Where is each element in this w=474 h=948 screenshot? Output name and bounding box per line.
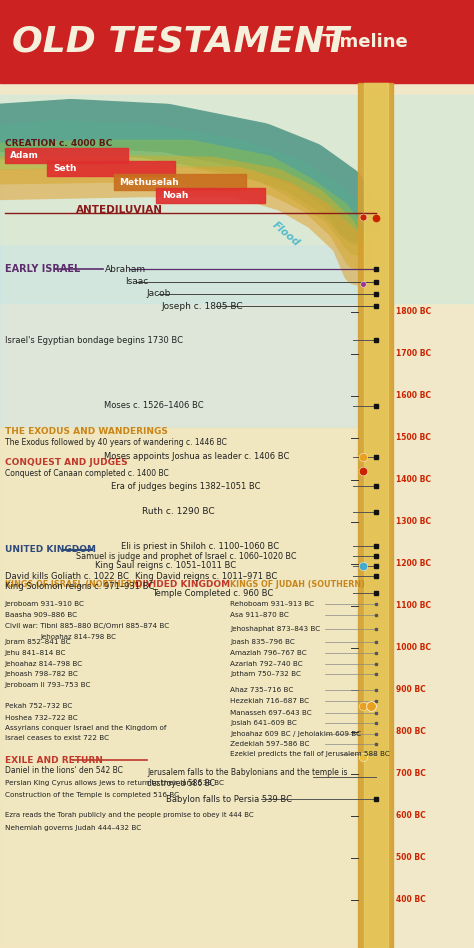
Bar	[0, 427, 356, 948]
Text: CREATION c. 4000 BC: CREATION c. 4000 BC	[5, 138, 112, 148]
Text: 1300 BC: 1300 BC	[396, 518, 431, 526]
Bar	[114, 174, 246, 190]
Text: EARLY ISRAEL: EARLY ISRAEL	[5, 264, 80, 274]
Text: Isaac: Isaac	[126, 277, 149, 286]
Text: Baasha 909–886 BC: Baasha 909–886 BC	[5, 612, 77, 618]
Text: The Exodus followed by 40 years of wandering c. 1446 BC: The Exodus followed by 40 years of wande…	[5, 438, 227, 447]
Text: Joseph c. 1805 BC: Joseph c. 1805 BC	[161, 301, 243, 311]
Text: Era of judges begins 1382–1051 BC: Era of judges begins 1382–1051 BC	[111, 482, 261, 491]
Text: KINGS OF JUDAH (SOUTHERN): KINGS OF JUDAH (SOUTHERN)	[230, 580, 365, 590]
Text: Abraham: Abraham	[105, 264, 146, 274]
Text: ANTEDILUVIAN: ANTEDILUVIAN	[76, 206, 163, 215]
Text: Jacob: Jacob	[146, 289, 170, 299]
Text: Jehoahaz 814–798 BC: Jehoahaz 814–798 BC	[5, 661, 83, 666]
Text: Jeroboam 931–910 BC: Jeroboam 931–910 BC	[5, 601, 85, 607]
Text: Jehoahaz 609 BC / Jehoiakim 609 BC: Jehoahaz 609 BC / Jehoiakim 609 BC	[230, 731, 361, 737]
Text: Jehoshaphat 873–843 BC: Jehoshaphat 873–843 BC	[230, 626, 320, 631]
Text: Nehemiah governs Judah 444–432 BC: Nehemiah governs Judah 444–432 BC	[5, 825, 141, 830]
Text: Joram 852–841 BC: Joram 852–841 BC	[5, 639, 72, 645]
Text: King Solomon reigns c. 971–931 BC: King Solomon reigns c. 971–931 BC	[5, 582, 154, 592]
Text: Jerusalem falls to the Babylonians and the temple is: Jerusalem falls to the Babylonians and t…	[147, 768, 347, 777]
Bar	[47, 161, 175, 176]
Text: Zedekiah 597–586 BC: Zedekiah 597–586 BC	[230, 741, 310, 747]
Text: Civil war: Tibni 885–880 BC/Omri 885–874 BC: Civil war: Tibni 885–880 BC/Omri 885–874…	[5, 623, 169, 629]
Text: Israel's Egyptian bondage begins 1730 BC: Israel's Egyptian bondage begins 1730 BC	[5, 336, 183, 345]
Text: 1700 BC: 1700 BC	[396, 350, 431, 358]
Text: 600 BC: 600 BC	[396, 811, 426, 820]
Text: Jehoahaz 814–798 BC: Jehoahaz 814–798 BC	[40, 634, 116, 640]
Text: UNITED KINGDOM: UNITED KINGDOM	[5, 545, 96, 555]
Text: Timeline: Timeline	[322, 33, 409, 50]
Text: Adam: Adam	[10, 151, 39, 160]
Text: Persian King Cyrus allows Jews to return to their land 538 BC: Persian King Cyrus allows Jews to return…	[5, 780, 224, 786]
Text: Rehoboam 931–913 BC: Rehoboam 931–913 BC	[230, 601, 314, 607]
Text: DIVIDED KINGDOM: DIVIDED KINGDOM	[135, 580, 230, 590]
Text: EXILE AND RETURN: EXILE AND RETURN	[5, 756, 102, 765]
Text: 1400 BC: 1400 BC	[396, 475, 431, 484]
Text: THE EXODUS AND WANDERINGS: THE EXODUS AND WANDERINGS	[5, 427, 168, 436]
Text: 700 BC: 700 BC	[396, 769, 426, 778]
Text: Israel ceases to exist 722 BC: Israel ceases to exist 722 BC	[5, 736, 109, 741]
Text: Daniel in the lions' den 542 BC: Daniel in the lions' den 542 BC	[5, 766, 123, 775]
Text: Ezra reads the Torah publicly and the people promise to obey it 444 BC: Ezra reads the Torah publicly and the pe…	[5, 812, 254, 818]
Text: Jehoash 798–782 BC: Jehoash 798–782 BC	[5, 671, 79, 677]
Text: Assyrians conquer Israel and the Kingdom of: Assyrians conquer Israel and the Kingdom…	[5, 725, 166, 731]
Text: Conquest of Canaan completed c. 1400 BC: Conquest of Canaan completed c. 1400 BC	[5, 469, 168, 479]
Text: Noah: Noah	[162, 191, 189, 200]
Text: Pekah 752–732 BC: Pekah 752–732 BC	[5, 703, 72, 709]
Text: Methuselah: Methuselah	[119, 177, 179, 187]
Text: Manasseh 697–643 BC: Manasseh 697–643 BC	[230, 710, 311, 716]
Text: Joash 835–796 BC: Joash 835–796 BC	[230, 639, 295, 645]
Text: Hezekiah 716–687 BC: Hezekiah 716–687 BC	[230, 698, 309, 703]
Text: Moses c. 1526–1406 BC: Moses c. 1526–1406 BC	[104, 401, 204, 410]
Text: King David reigns c. 1011–971 BC: King David reigns c. 1011–971 BC	[135, 572, 277, 581]
Text: CONQUEST AND JUDGES: CONQUEST AND JUDGES	[5, 458, 128, 467]
Text: 1600 BC: 1600 BC	[396, 392, 431, 400]
Text: Temple Completed c. 960 BC: Temple Completed c. 960 BC	[152, 589, 273, 598]
Bar	[5, 148, 128, 163]
Text: Jehu 841–814 BC: Jehu 841–814 BC	[5, 650, 66, 656]
Bar	[0, 95, 474, 303]
Text: 800 BC: 800 BC	[396, 727, 426, 737]
Text: destroyed 586 BC: destroyed 586 BC	[147, 778, 215, 788]
Text: Ruth c. 1290 BC: Ruth c. 1290 BC	[142, 507, 215, 517]
Bar	[0, 0, 474, 83]
Text: David kills Goliath c. 1022 BC: David kills Goliath c. 1022 BC	[5, 572, 128, 581]
Text: 500 BC: 500 BC	[396, 853, 426, 862]
Text: Eli is priest in Shiloh c. 1100–1060 BC: Eli is priest in Shiloh c. 1100–1060 BC	[121, 541, 279, 551]
Text: Moses appoints Joshua as leader c. 1406 BC: Moses appoints Joshua as leader c. 1406 …	[104, 452, 290, 462]
Text: 400 BC: 400 BC	[396, 895, 426, 904]
Text: OLD TESTAMENT: OLD TESTAMENT	[12, 25, 349, 59]
Text: 900 BC: 900 BC	[396, 685, 426, 694]
Text: 1100 BC: 1100 BC	[396, 601, 431, 611]
Text: Ezekiel predicts the fall of Jerusalem 588 BC: Ezekiel predicts the fall of Jerusalem 5…	[230, 751, 390, 757]
Text: Jotham 750–732 BC: Jotham 750–732 BC	[230, 671, 301, 677]
Text: KINGS OF ISRAEL (NORTHERN): KINGS OF ISRAEL (NORTHERN)	[5, 580, 142, 590]
Text: Amaziah 796–767 BC: Amaziah 796–767 BC	[230, 650, 307, 656]
Text: Azariah 792–740 BC: Azariah 792–740 BC	[230, 661, 302, 666]
Bar	[364, 83, 388, 948]
Text: Flood: Flood	[270, 220, 301, 248]
Text: Asa 911–870 BC: Asa 911–870 BC	[230, 612, 289, 618]
Text: Josiah 641–609 BC: Josiah 641–609 BC	[230, 720, 297, 726]
Bar	[358, 83, 393, 948]
Text: Jeroboam II 793–753 BC: Jeroboam II 793–753 BC	[5, 683, 91, 688]
Bar	[156, 188, 265, 203]
Text: 1500 BC: 1500 BC	[396, 433, 431, 443]
Text: 1000 BC: 1000 BC	[396, 644, 431, 652]
Text: King Saul reigns c. 1051–1011 BC: King Saul reigns c. 1051–1011 BC	[95, 561, 236, 571]
Bar	[0, 246, 356, 427]
Text: Ahaz 735–716 BC: Ahaz 735–716 BC	[230, 687, 293, 693]
Text: 1800 BC: 1800 BC	[396, 307, 431, 317]
Text: Babylon falls to Persia 539 BC: Babylon falls to Persia 539 BC	[166, 794, 292, 804]
Text: Seth: Seth	[53, 164, 77, 173]
Text: Samuel is judge and prophet of Israel c. 1060–1020 BC: Samuel is judge and prophet of Israel c.…	[76, 552, 296, 561]
Text: 1200 BC: 1200 BC	[396, 559, 431, 568]
Text: Hoshea 732–722 BC: Hoshea 732–722 BC	[5, 715, 77, 720]
Text: Construction of the Temple is completed 516 BC: Construction of the Temple is completed …	[5, 793, 179, 798]
